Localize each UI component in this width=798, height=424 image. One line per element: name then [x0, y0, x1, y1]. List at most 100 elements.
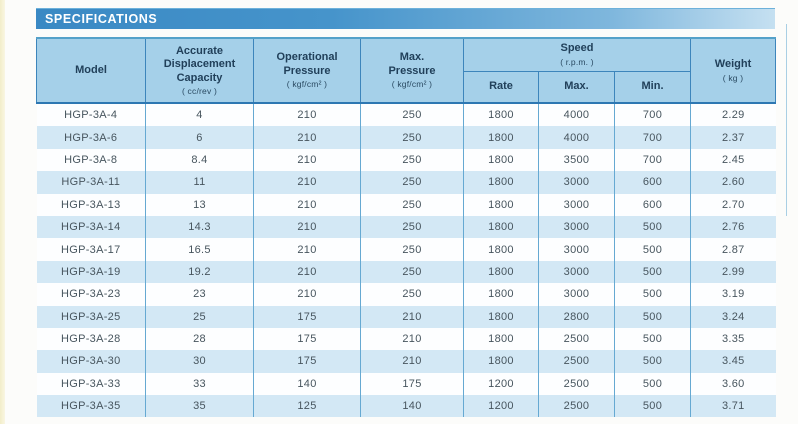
speed-max-cell: 3000 [538, 193, 615, 216]
speed-max-cell: 3000 [538, 171, 615, 194]
speed-min-cell: 700 [613, 126, 691, 149]
displacement-cell: 30 [145, 350, 254, 373]
weight-cell: 2.99 [690, 260, 776, 284]
weight-cell: 3.19 [690, 283, 776, 306]
max-pressure-cell: 210 [360, 350, 464, 373]
operational-pressure-cell: 210 [253, 126, 361, 149]
weight-cell: 2.45 [690, 148, 776, 172]
model-cell: HGP-3A-14 [60, 221, 121, 234]
operational-pressure-cell: 175 [253, 350, 361, 373]
max-pressure-unit: ( kgf/cm² ) [391, 79, 433, 90]
speed-max-cell: 3000 [538, 238, 615, 261]
operational-pressure-unit: ( kgf/cm² ) [286, 79, 328, 90]
speed-min-cell: 500 [613, 215, 691, 239]
speed-rate-cell: 1800 [463, 148, 539, 172]
model-cell: HGP-3A-19 [60, 265, 121, 278]
specifications-table: Model Accurate Displacement Capacity( cc… [36, 37, 777, 418]
max-pressure-cell: 250 [360, 193, 464, 216]
speed-min-cell: 500 [613, 327, 691, 351]
speed-min-cell: 600 [613, 171, 691, 194]
table-row: HGP-3A-35 35 125 140 1200 2500 500 3.71 [36, 395, 776, 418]
max-pressure-cell: 250 [360, 283, 464, 306]
displacement-cell: 14.3 [145, 215, 254, 239]
speed-max-cell: 2500 [538, 350, 615, 373]
speed-min-cell: 500 [613, 260, 691, 284]
table-row: HGP-3A-33 33 140 175 1200 2500 500 3.60 [36, 372, 776, 396]
operational-pressure-cell: 140 [253, 372, 361, 396]
operational-pressure-cell: 210 [253, 193, 361, 216]
table-row: HGP-3A-17 16.5 210 250 1800 3000 500 2.87 [36, 238, 776, 261]
max-pressure-cell: 210 [360, 305, 464, 328]
weight-cell: 3.45 [690, 350, 776, 373]
table-row: HGP-3A-25 25 175 210 1800 2800 500 3.24 [36, 305, 776, 328]
col-header-speed-rate: Rate [463, 71, 539, 104]
displacement-cell: 25 [145, 305, 254, 328]
weight-cell: 3.35 [690, 327, 776, 351]
displacement-cell: 8.4 [145, 148, 254, 172]
speed-rate-cell: 1200 [463, 372, 539, 396]
speed-max-cell: 2500 [538, 395, 615, 418]
model-cell: HGP-3A-23 [60, 288, 121, 301]
displacement-cell: 13 [145, 193, 254, 216]
speed-rate-cell: 1800 [463, 283, 539, 306]
speed-rate-cell: 1800 [463, 193, 539, 216]
speed-max-cell: 4000 [538, 103, 615, 127]
weight-cell: 2.29 [690, 103, 776, 127]
table-body: HGP-3A-4 4 210 250 1800 4000 700 2.29 HGP-3A-6 6 2… [36, 103, 776, 418]
speed-rate-cell: 1800 [463, 126, 539, 149]
max-pressure-cell: 140 [360, 395, 464, 418]
weight-cell: 3.71 [690, 395, 776, 418]
col-header-model: Model [36, 37, 146, 104]
operational-pressure-cell: 210 [253, 171, 361, 194]
max-pressure-cell: 175 [360, 372, 464, 396]
table-row: HGP-3A-14 14.3 210 250 1800 3000 500 2.76 [36, 215, 776, 239]
displacement-cell: 28 [145, 327, 254, 351]
col-header-displacement: Accurate Displacement Capacity( cc/rev ) [145, 37, 254, 104]
speed-rate-cell: 1800 [463, 171, 539, 194]
max-pressure-cell: 250 [360, 148, 464, 172]
model-cell: HGP-3A-11 [61, 176, 121, 189]
max-pressure-cell: 250 [360, 215, 464, 239]
operational-pressure-cell: 210 [253, 148, 361, 172]
weight-cell: 3.60 [690, 372, 776, 396]
weight-cell: 2.70 [690, 193, 776, 216]
table-row: HGP-3A-19 19.2 210 250 1800 3000 500 2.99 [36, 260, 776, 284]
table-row: HGP-3A-13 13 210 250 1800 3000 600 2.70 [36, 193, 776, 216]
operational-pressure-cell: 210 [253, 260, 361, 284]
table-header: Model Accurate Displacement Capacity( cc… [36, 37, 777, 104]
speed-max-cell: 2800 [538, 305, 615, 328]
operational-pressure-cell: 210 [253, 238, 361, 261]
model-cell: HGP-3A-6 [64, 131, 118, 144]
table-row: HGP-3A-4 4 210 250 1800 4000 700 2.29 [36, 103, 776, 127]
weight-cell: 2.37 [690, 126, 776, 149]
model-cell: HGP-3A-35 [60, 400, 121, 413]
speed-min-cell: 500 [613, 395, 691, 418]
speed-max-cell: 3000 [538, 215, 615, 239]
speed-min-cell: 500 [613, 238, 691, 261]
table-row: HGP-3A-11 11 210 250 1800 3000 600 2.60 [36, 171, 776, 194]
page-scan-line [786, 24, 787, 216]
operational-pressure-cell: 210 [253, 103, 361, 127]
operational-pressure-cell: 210 [253, 215, 361, 239]
speed-rate-cell: 1800 [463, 238, 539, 261]
speed-rate-cell: 1800 [463, 350, 539, 373]
speed-min-cell: 500 [613, 350, 691, 373]
speed-min-cell: 700 [613, 103, 691, 127]
col-header-weight: Weight( kg ) [690, 37, 777, 104]
speed-max-cell: 3000 [538, 260, 615, 284]
max-pressure-cell: 250 [360, 260, 464, 284]
displacement-cell: 19.2 [145, 260, 254, 284]
speed-rate-cell: 1200 [463, 395, 539, 418]
speed-max-cell: 3500 [538, 148, 615, 172]
table-row: HGP-3A-28 28 175 210 1800 2500 500 3.35 [36, 327, 776, 351]
model-cell: HGP-3A-17 [60, 243, 121, 256]
speed-rate-cell: 1800 [463, 260, 539, 284]
col-header-speed-min: Min. [613, 71, 692, 104]
operational-pressure-cell: 210 [253, 283, 361, 306]
section-title: SPECIFICATIONS [45, 12, 158, 26]
speed-min-cell: 700 [613, 148, 691, 172]
operational-pressure-cell: 175 [253, 327, 361, 351]
speed-unit: ( r.p.m. ) [560, 56, 594, 67]
speed-max-cell: 2500 [538, 327, 615, 351]
